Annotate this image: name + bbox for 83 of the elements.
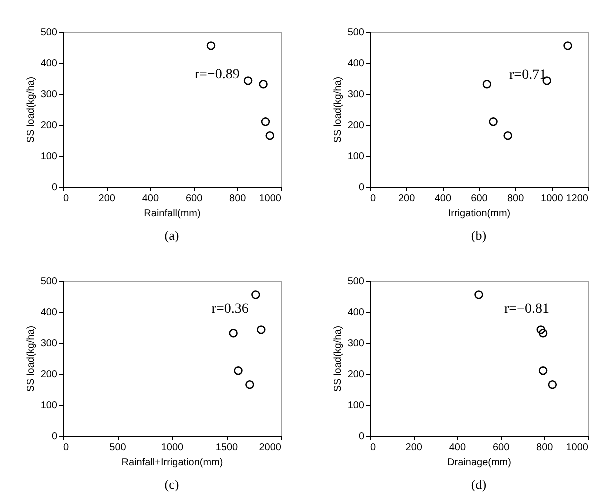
x-tick-label: 500 bbox=[110, 442, 127, 454]
annotation: r=0.36 bbox=[212, 302, 249, 318]
x-axis-title: Rainfall(mm) bbox=[144, 208, 201, 220]
point bbox=[229, 329, 238, 338]
y-tick-label: 300 bbox=[348, 338, 365, 350]
point bbox=[244, 76, 253, 86]
y-tick-label: 200 bbox=[348, 370, 365, 380]
y-tick-label: 300 bbox=[348, 90, 365, 100]
x-tick-label: 2000 bbox=[259, 442, 282, 454]
y-tick-label: 400 bbox=[40, 58, 58, 70]
y-tick-label: 400 bbox=[348, 58, 365, 70]
point bbox=[261, 118, 270, 126]
x-tick-label: 0 bbox=[64, 442, 70, 454]
y-tick-label: 500 bbox=[40, 28, 58, 38]
x-tick-label: 600 bbox=[492, 442, 510, 454]
x-tick-label: 0 bbox=[370, 442, 376, 454]
x-tick-label: 1000 bbox=[161, 442, 184, 454]
x-tick-label: 1000 bbox=[566, 442, 589, 454]
point bbox=[538, 329, 548, 338]
y-tick-label: 100 bbox=[348, 400, 365, 412]
x-tick-label: 800 bbox=[536, 442, 554, 454]
y-tick-label: 0 bbox=[52, 182, 58, 194]
point bbox=[489, 118, 498, 126]
y-tick-label: 200 bbox=[40, 370, 58, 380]
point bbox=[548, 380, 558, 390]
x-tick-label: 1000 bbox=[541, 194, 564, 204]
x-axis-title: Drainage(mm) bbox=[448, 458, 512, 468]
y-tick-label: 400 bbox=[40, 308, 58, 318]
text: (b) bbox=[471, 228, 487, 243]
x-tick-label: 400 bbox=[142, 194, 160, 204]
y-axis-title: SS load(kg/ha) bbox=[26, 326, 37, 392]
x-tick-label: 600 bbox=[471, 194, 488, 204]
point bbox=[538, 366, 548, 376]
text: (c) bbox=[164, 477, 180, 492]
point bbox=[257, 326, 266, 334]
x-tick-label: 400 bbox=[434, 194, 452, 204]
x-tick-label: 400 bbox=[449, 442, 466, 454]
y-axis-title: SS load(kg/ha) bbox=[332, 76, 344, 144]
point bbox=[564, 42, 572, 50]
point bbox=[482, 80, 492, 89]
point bbox=[504, 132, 512, 140]
point bbox=[259, 80, 268, 89]
y-tick-label: 100 bbox=[40, 152, 58, 162]
point bbox=[536, 326, 546, 334]
y-axis-title: SS load(kg/ha) bbox=[332, 326, 344, 392]
x-tick-label: 200 bbox=[398, 194, 416, 204]
y-tick-label: 200 bbox=[348, 120, 365, 132]
x-tick-label: 0 bbox=[370, 194, 376, 204]
y-tick-label: 100 bbox=[40, 400, 58, 412]
x-tick-label: 200 bbox=[98, 194, 116, 204]
x-tick-label: 800 bbox=[507, 194, 525, 204]
x-tick-label: 800 bbox=[230, 194, 247, 204]
point bbox=[234, 366, 243, 376]
y-tick-label: 500 bbox=[348, 276, 365, 288]
y-tick-label: 500 bbox=[348, 28, 365, 38]
y-axis-title: SS load(kg/ha) bbox=[26, 76, 37, 144]
point bbox=[474, 290, 484, 300]
y-tick-label: 200 bbox=[40, 120, 58, 132]
y-tick-label: 300 bbox=[40, 338, 58, 350]
point bbox=[206, 42, 216, 50]
y-tick-label: 0 bbox=[52, 432, 58, 442]
x-tick-label: 1000 bbox=[259, 194, 282, 204]
y-tick-label: 500 bbox=[40, 276, 58, 288]
x-tick-label: 1200 bbox=[566, 194, 589, 204]
point bbox=[266, 132, 274, 140]
x-tick-label: 200 bbox=[406, 442, 423, 454]
y-tick-label: 400 bbox=[348, 308, 365, 318]
y-tick-label: 0 bbox=[358, 182, 365, 194]
x-tick-label: 1500 bbox=[216, 442, 239, 454]
text: (d) bbox=[471, 477, 487, 492]
text: (a) bbox=[164, 228, 180, 243]
x-tick-label: 0 bbox=[64, 194, 70, 204]
annotation: r=−0.81 bbox=[504, 302, 550, 317]
y-tick-label: 300 bbox=[40, 90, 58, 100]
annotation: r=0.71 bbox=[510, 68, 547, 84]
y-tick-label: 100 bbox=[348, 152, 365, 162]
x-tick-label: 600 bbox=[186, 194, 204, 204]
x-axis-title: Rainfall+Irrigation(mm) bbox=[122, 458, 224, 468]
y-tick-label: 0 bbox=[358, 432, 365, 442]
point bbox=[252, 290, 260, 300]
annotation: r=−0.89 bbox=[194, 67, 240, 82]
point bbox=[246, 380, 254, 390]
x-axis-title: Irrigation(mm) bbox=[448, 208, 511, 220]
